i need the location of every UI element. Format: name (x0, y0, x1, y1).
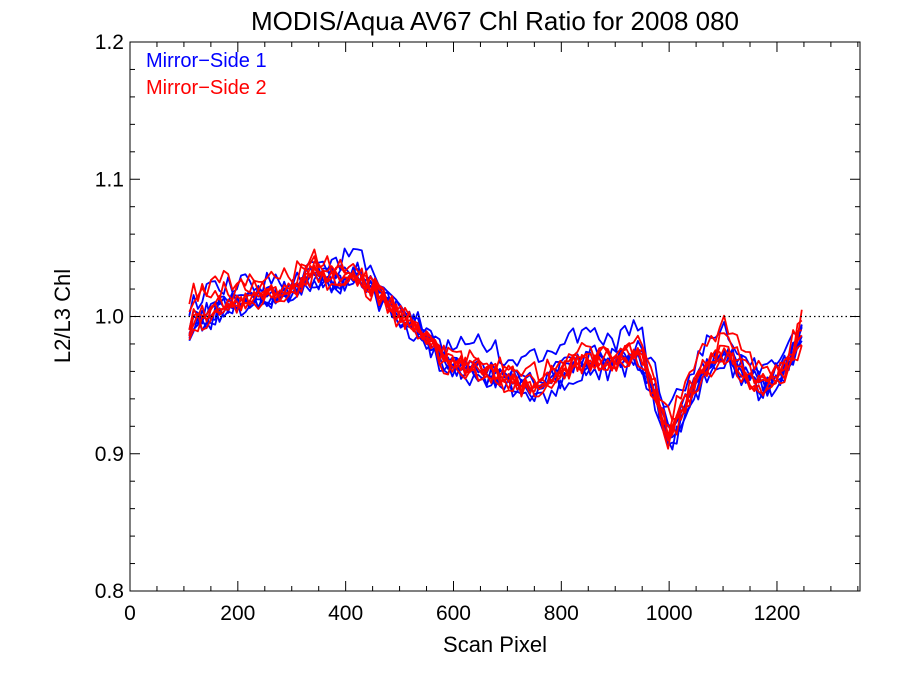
legend: Mirror−Side 1 Mirror−Side 2 (146, 50, 267, 99)
y-tick-label: 1.0 (95, 306, 124, 329)
y-axis-label: L2/L3 Chl (50, 269, 75, 363)
x-tick-label: 0 (124, 602, 136, 625)
x-tick-label: 200 (220, 602, 255, 625)
x-tick-label: 800 (544, 602, 579, 625)
chart-title: MODIS/Aqua AV67 Chl Ratio for 2008 080 (251, 6, 739, 36)
legend-mirror-side-2: Mirror−Side 2 (146, 77, 267, 99)
series-line-mirror-side-2 (188, 248, 803, 422)
x-tick-label: 600 (436, 602, 471, 625)
series-line-mirror-side-2 (188, 264, 803, 442)
y-tick-label: 1.1 (95, 168, 124, 191)
x-tick-label: 400 (328, 602, 363, 625)
x-tick-label: 1000 (646, 602, 693, 625)
y-tick-label: 0.9 (95, 443, 124, 466)
x-axis-label: Scan Pixel (443, 632, 547, 657)
y-tick-label: 0.8 (95, 580, 124, 603)
x-tick-label: 1200 (754, 602, 801, 625)
legend-mirror-side-1: Mirror−Side 1 (146, 50, 267, 72)
x-axis-ticks: 0 200 400 600 800 1000 1200 (124, 42, 859, 625)
plot-frame (129, 41, 861, 592)
y-tick-label: 1.2 (95, 31, 124, 54)
data-lines (188, 247, 803, 451)
